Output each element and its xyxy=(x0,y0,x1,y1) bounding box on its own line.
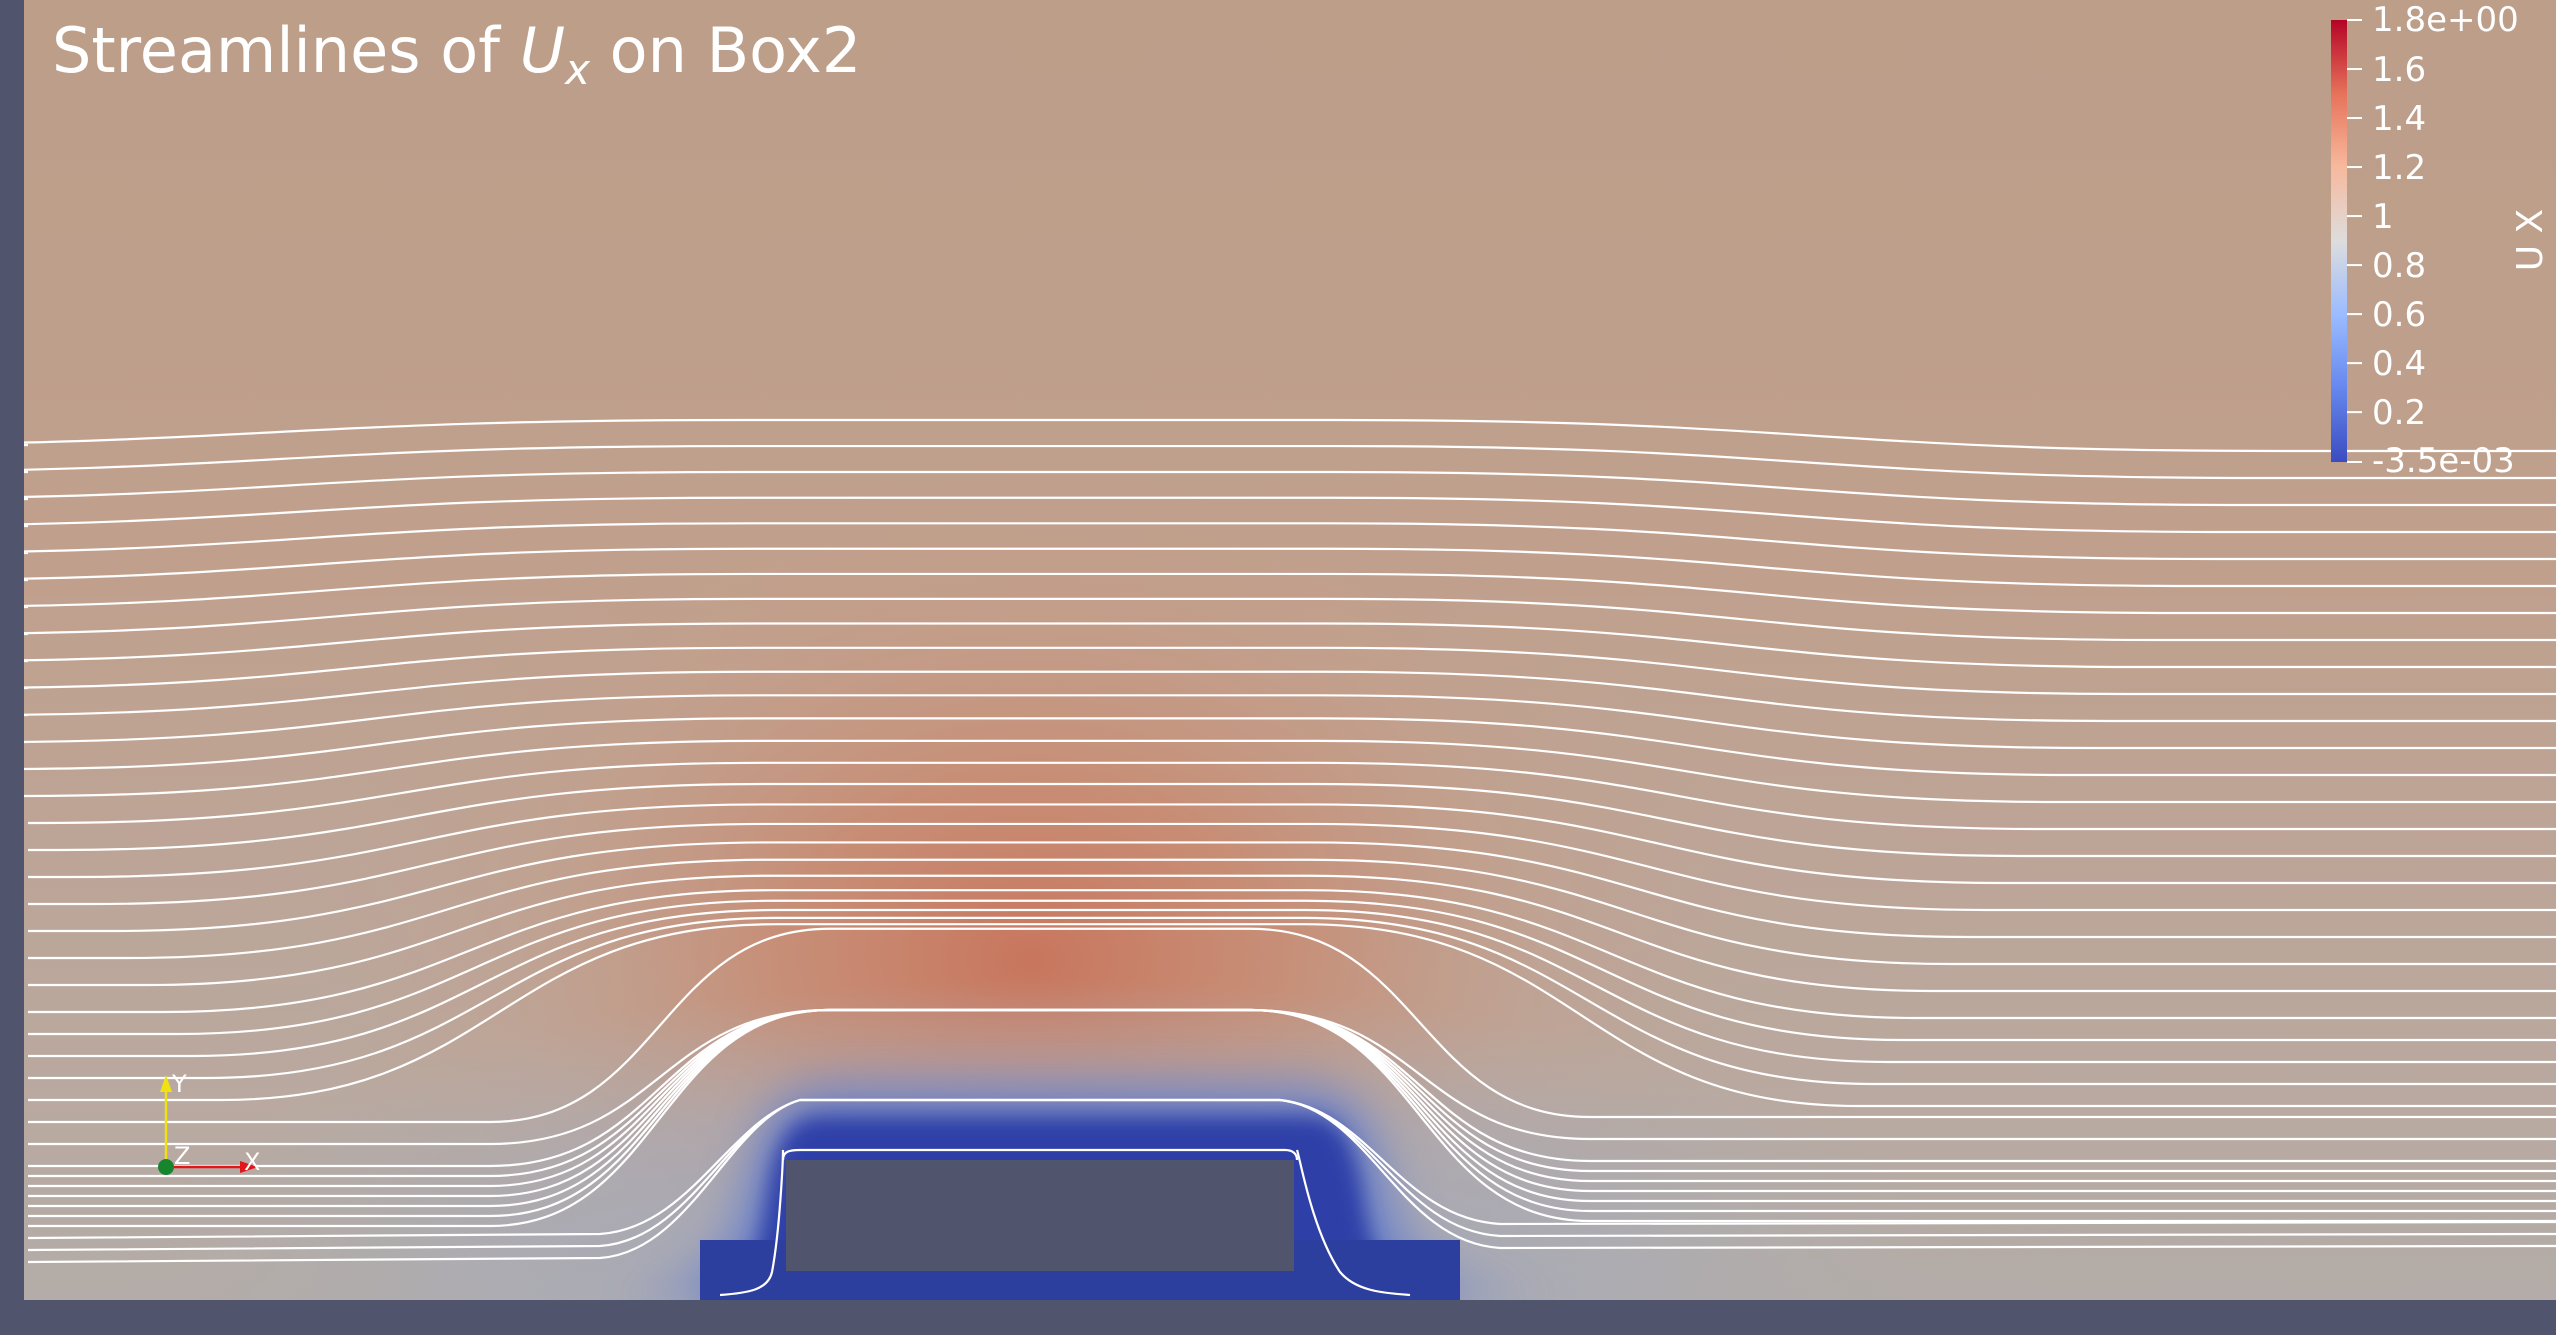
streamline xyxy=(28,923,2556,1108)
streamline xyxy=(0,444,2556,480)
title-subscript: x xyxy=(565,45,590,94)
colorbar-title: U X xyxy=(2510,209,2551,271)
streamline xyxy=(0,522,2556,561)
colorbar-min-label: -3.5e-03 xyxy=(2372,441,2515,481)
streamline xyxy=(0,547,2556,588)
streamline xyxy=(23,739,2556,804)
streamline xyxy=(28,889,2556,1020)
colorbar-tick-label: 0.8 xyxy=(2372,246,2426,286)
streamline xyxy=(28,782,2556,858)
streamline xyxy=(28,874,2556,993)
streamline xyxy=(28,858,2556,966)
streamline xyxy=(0,670,2556,723)
streamline xyxy=(28,761,2556,831)
y-axis-label: Y xyxy=(171,1070,187,1098)
colorbar-tick-label: 0.6 xyxy=(2372,295,2426,335)
streamline xyxy=(28,841,2556,939)
bottom-frame xyxy=(0,1300,2556,1335)
x-axis-arrow-icon xyxy=(240,1161,258,1173)
color-bar xyxy=(2331,20,2347,462)
streamline xyxy=(28,908,2556,1064)
streamline xyxy=(0,646,2556,696)
streamline xyxy=(28,899,2556,1042)
streamline xyxy=(28,1008,2556,1228)
streamline xyxy=(0,418,2556,453)
streamline xyxy=(28,803,2556,885)
obstacle-box2 xyxy=(719,1148,1411,1297)
streamline xyxy=(0,572,2556,615)
left-frame xyxy=(0,0,24,1335)
plot-title: Streamlines of Ux on Box2 xyxy=(52,14,861,94)
streamline xyxy=(0,622,2556,669)
z-axis-label: Z xyxy=(174,1142,190,1170)
streamline xyxy=(28,822,2556,912)
streamlines xyxy=(0,418,2556,1264)
streamline xyxy=(0,694,2556,750)
colorbar-max-label: 1.8e+00 xyxy=(2372,0,2519,40)
streamline xyxy=(5,717,2556,777)
title-prefix: Streamlines of xyxy=(52,14,520,87)
x-axis-label: X xyxy=(244,1148,260,1176)
colorbar-tick-label: 1 xyxy=(2372,197,2394,237)
streamline xyxy=(27,1098,2556,1264)
streamline xyxy=(0,597,2556,642)
streamline xyxy=(0,470,2556,507)
colorbar-tick-label: 1.2 xyxy=(2372,148,2426,188)
streamline xyxy=(0,496,2556,534)
streamline xyxy=(28,916,2556,1086)
streamline xyxy=(28,927,2556,1124)
color-legend: 1.61.41.210.80.60.40.2 1.8e+00 -3.5e-03 … xyxy=(2331,0,2551,481)
colorbar-tick-label: 1.4 xyxy=(2372,99,2426,139)
colorbar-tick-label: 0.4 xyxy=(2372,344,2426,384)
colorbar-tick-label: 0.2 xyxy=(2372,393,2426,433)
colorbar-tick-label: 1.6 xyxy=(2372,50,2426,90)
z-axis-dot-icon xyxy=(158,1159,174,1175)
y-axis-arrow-icon xyxy=(160,1075,172,1092)
orientation-axes: Y X Z xyxy=(158,1070,260,1176)
title-symbol: U xyxy=(519,14,566,87)
title-suffix: on Box2 xyxy=(589,14,862,87)
